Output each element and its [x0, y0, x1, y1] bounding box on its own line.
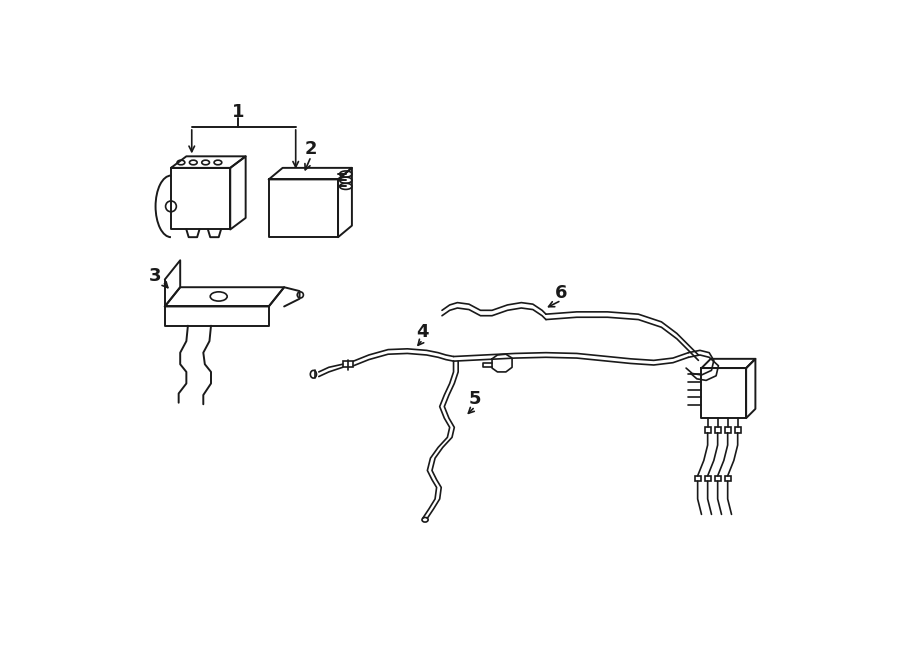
- Bar: [734, 428, 741, 433]
- Bar: [715, 476, 721, 481]
- Text: 1: 1: [231, 102, 244, 121]
- Text: 6: 6: [555, 284, 568, 302]
- Bar: [705, 428, 711, 433]
- Text: 3: 3: [149, 266, 162, 285]
- Text: 2: 2: [305, 139, 318, 157]
- Bar: [343, 361, 354, 368]
- Bar: [705, 476, 711, 481]
- Bar: [724, 476, 731, 481]
- Bar: [695, 476, 701, 481]
- Text: 5: 5: [469, 390, 482, 408]
- Bar: [724, 428, 731, 433]
- Bar: [715, 428, 721, 433]
- Text: 4: 4: [417, 323, 429, 341]
